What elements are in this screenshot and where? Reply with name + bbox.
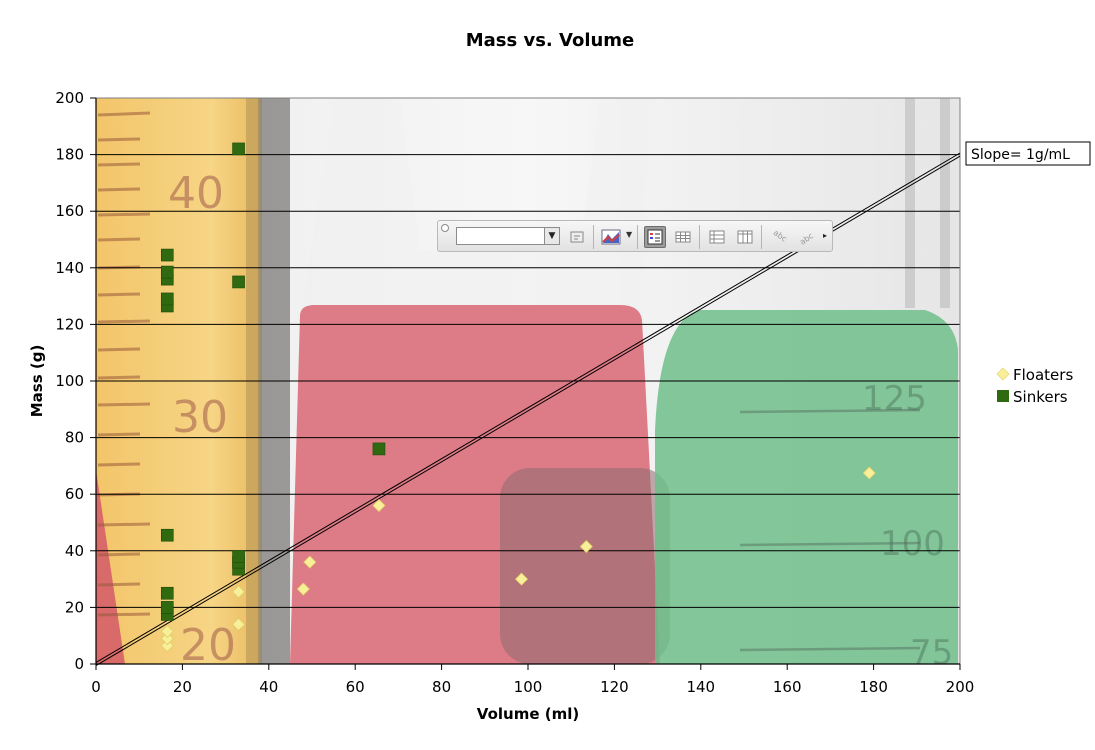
x-tick-label-20: 20: [173, 678, 192, 696]
data-table-button[interactable]: [672, 226, 694, 248]
angle-text-downward-icon: abc: [772, 228, 788, 244]
series-floaters: [160, 466, 876, 653]
y-tick-label-20: 20: [65, 598, 84, 616]
slope-annotation: Slope= 1g/mL: [965, 141, 1091, 166]
floaters-point-0: [160, 639, 174, 653]
y-tick-label-100: 100: [55, 372, 84, 390]
floaters-point-3: [231, 617, 246, 631]
x-tick-label-100: 100: [514, 678, 543, 696]
x-tick-label-120: 120: [600, 678, 629, 696]
svg-text:30: 30: [172, 392, 228, 443]
floaters-point-2: [160, 624, 174, 639]
floaters-legend-marker: [996, 367, 1010, 381]
svg-text:75: 75: [910, 633, 953, 673]
y-tick-label-140: 140: [55, 259, 84, 277]
by-column-button[interactable]: [734, 226, 756, 248]
floaters-point-6: [303, 555, 317, 569]
y-tick-label-60: 60: [65, 485, 84, 503]
sinkers-point-1: [160, 601, 174, 614]
x-tick-label-0: 0: [91, 678, 101, 696]
floaters-point-7: [372, 498, 386, 513]
chart-title: Mass vs. Volume: [466, 30, 635, 51]
x-tick-label-60: 60: [346, 678, 365, 696]
y-tick-label-0: 0: [74, 655, 84, 673]
x-tick-label-80: 80: [432, 678, 451, 696]
legend: Floaters Sinkers: [996, 366, 1073, 406]
by-column-icon: [737, 230, 753, 244]
y-tick-label-80: 80: [65, 429, 84, 447]
chevron-down-icon[interactable]: ▼: [544, 228, 559, 244]
chart-objects-dropdown[interactable]: ▼: [456, 227, 560, 245]
svg-text:abc: abc: [798, 231, 814, 246]
sinkers-point-14: [372, 442, 386, 456]
chart-toolbar[interactable]: ▼ ▼: [437, 220, 833, 252]
angle-text-upward-button[interactable]: abc: [794, 226, 816, 248]
toolbar-grip-handle[interactable]: [441, 224, 449, 232]
x-axis-label: Volume (ml): [477, 705, 579, 723]
x-tick-label-140: 140: [686, 678, 715, 696]
svg-text:abc: abc: [772, 228, 788, 244]
legend-label-floaters: Floaters: [1013, 366, 1073, 384]
y-tick-label-160: 160: [55, 202, 84, 220]
floaters-point-9: [579, 539, 593, 554]
by-row-button[interactable]: [706, 226, 728, 248]
y-tick-label-180: 180: [55, 146, 84, 164]
series-sinkers: [160, 142, 386, 621]
plot-background-image: 40 30 20 125 100 75: [96, 98, 960, 673]
sinkers-point-13: [232, 142, 245, 156]
floaters-point-5: [296, 582, 310, 596]
legend-icon: [647, 229, 663, 245]
toolbar-separator: [593, 225, 594, 249]
x-tick-label-160: 160: [773, 678, 802, 696]
x-tick-label-200: 200: [946, 678, 975, 696]
floaters-point-1: [160, 631, 174, 646]
by-row-icon: [709, 230, 725, 244]
sinkers-legend-marker: [997, 390, 1009, 402]
toolbar-more-arrow[interactable]: ▸: [823, 231, 828, 240]
floaters-point-8: [514, 572, 529, 586]
legend-label-sinkers: Sinkers: [1013, 388, 1068, 406]
svg-text:40: 40: [168, 168, 224, 219]
angle-text-upward-icon: abc: [798, 231, 814, 246]
sinkers-point-5: [160, 292, 174, 306]
sinkers-point-12: [232, 275, 245, 289]
chart-type-button[interactable]: [600, 226, 622, 248]
y-axis-ticks: 0 20 40 60 80 100 120 140 160 180 200: [55, 89, 96, 673]
floaters-point-10: [862, 466, 876, 480]
format-selected-icon: [570, 231, 584, 243]
x-tick-label-40: 40: [259, 678, 278, 696]
x-axis-ticks: 0 20 40 60 80 100 120 140 160 180 200: [91, 664, 974, 696]
slope-annotation-text: Slope= 1g/mL: [971, 147, 1070, 163]
format-selected-button[interactable]: [566, 226, 588, 248]
sinkers-point-7: [160, 265, 174, 279]
y-tick-label-200: 200: [55, 89, 84, 107]
sinkers-point-3: [160, 528, 174, 542]
y-tick-label-120: 120: [55, 315, 84, 333]
sinkers-point-11: [232, 550, 245, 563]
toolbar-separator: [761, 225, 762, 249]
floaters-point-4: [231, 585, 246, 599]
data-table-icon: [675, 231, 691, 243]
chart-type-dropdown-arrow[interactable]: ▼: [626, 230, 633, 239]
legend-item-sinkers: Sinkers: [997, 388, 1068, 406]
toolbar-separator: [699, 225, 700, 249]
svg-text:125: 125: [862, 379, 927, 419]
svg-text:100: 100: [880, 524, 945, 564]
y-tick-label-40: 40: [65, 542, 84, 560]
x-tick-label-180: 180: [859, 678, 888, 696]
sinkers-point-8: [160, 248, 174, 262]
svg-text:20: 20: [180, 620, 236, 671]
y-axis-label: Mass (g): [28, 345, 46, 418]
toolbar-separator: [637, 225, 638, 249]
legend-button[interactable]: [644, 226, 666, 248]
legend-item-floaters: Floaters: [996, 366, 1073, 384]
angle-text-downward-button[interactable]: abc: [768, 226, 790, 248]
chart-type-icon: [601, 229, 621, 245]
sinkers-point-2: [160, 586, 174, 600]
